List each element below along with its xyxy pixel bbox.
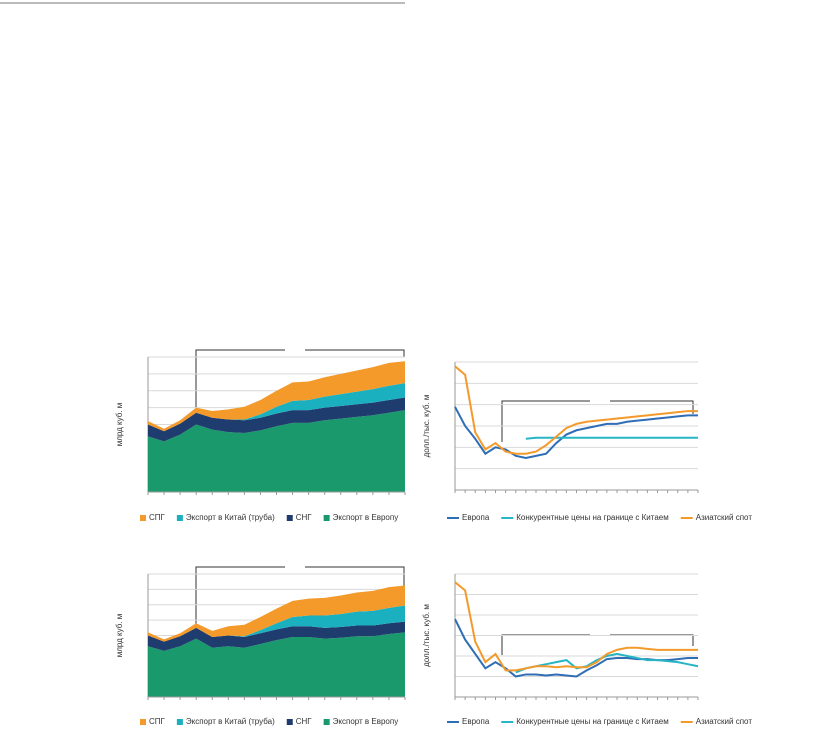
bracket	[305, 566, 405, 586]
legend-label: Экспорт в Европу	[333, 717, 399, 726]
legend-label: Азиатский спот	[696, 513, 753, 522]
area	[148, 397, 405, 442]
area	[148, 410, 405, 492]
legend-label: СПГ	[149, 717, 166, 726]
line	[525, 436, 698, 440]
legend-label: Европа	[462, 513, 490, 522]
area	[148, 383, 405, 432]
legend-label: СНГ	[296, 717, 313, 726]
legend-swatch	[176, 515, 183, 521]
bracket	[610, 400, 694, 414]
line	[454, 581, 698, 672]
legend-swatch	[323, 719, 330, 725]
y-axis-label: долл./тыс. куб. м	[422, 604, 431, 667]
legend-swatch	[140, 515, 146, 521]
line	[454, 406, 698, 460]
legend-label: Азиатский спот	[696, 717, 753, 726]
legend-label: СПГ	[149, 513, 166, 522]
legend-swatch	[286, 719, 293, 725]
area	[148, 605, 405, 642]
area	[148, 632, 405, 697]
bracket	[610, 634, 694, 646]
bracket	[305, 349, 405, 357]
legend-label: Экспорт в Европу	[333, 513, 399, 522]
legend-swatch	[176, 719, 183, 725]
legend-label: Конкурентные цены на границе с Китаем	[516, 513, 668, 522]
area	[148, 361, 405, 432]
line	[515, 652, 699, 674]
legend-label: Конкурентные цены на границе с Китаем	[516, 717, 668, 726]
bracket	[501, 400, 590, 442]
y-axis-label: долл./тыс. куб. м	[422, 395, 431, 458]
bracket	[501, 634, 590, 655]
legend-label: Экспорт в Китай (труба)	[186, 513, 275, 522]
area	[148, 621, 405, 651]
bracket	[195, 566, 285, 630]
legend-label: Экспорт в Китай (труба)	[186, 717, 275, 726]
legend-label: СНГ	[296, 513, 313, 522]
line	[454, 365, 698, 455]
area	[148, 585, 405, 642]
legend-swatch	[140, 719, 146, 725]
y-axis-label: млрд куб. м	[115, 614, 124, 658]
y-axis-label: млрд куб. м	[115, 403, 124, 447]
bracket	[195, 349, 285, 410]
legend-swatch	[286, 515, 293, 521]
legend-label: Европа	[462, 717, 490, 726]
legend-swatch	[323, 515, 330, 521]
